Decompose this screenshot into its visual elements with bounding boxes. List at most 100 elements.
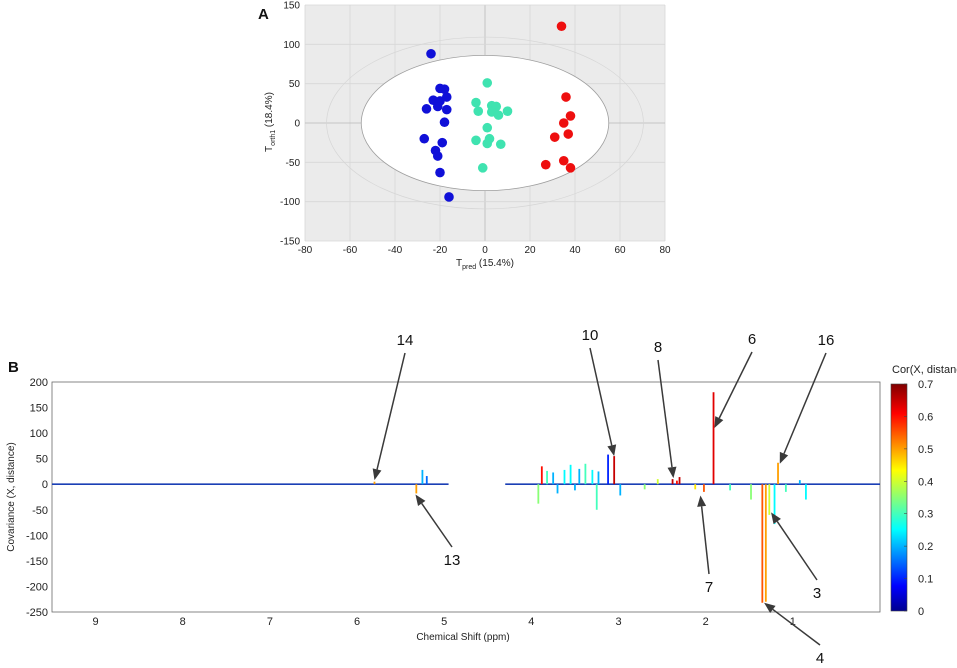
scatter-point-group-1	[441, 104, 452, 115]
annotation-arrow-line	[776, 521, 818, 581]
colorbar-tick-label: 0.1	[918, 574, 933, 586]
scatter-point-group-1	[444, 192, 454, 202]
x-tick-label-a: 60	[614, 245, 626, 256]
plot-b-frame	[51, 381, 881, 613]
y-tick-label-a: 150	[283, 1, 300, 12]
annotation-label: 4	[816, 650, 824, 667]
colorbar-tick-label: 0.5	[918, 444, 933, 456]
spectrum-peaks	[373, 392, 807, 603]
scatter-point-group-3	[540, 159, 551, 170]
scatter-point-group-3	[549, 132, 560, 142]
scatter-points	[419, 21, 576, 202]
annotation-arrow-head	[607, 444, 617, 457]
annotation-arrow-line	[589, 347, 613, 446]
x-tick-label-a: 20	[524, 245, 536, 256]
annotation-arrow-line	[772, 608, 821, 646]
y-tick-label-b: 100	[30, 428, 48, 440]
x-tick-label-b: 1	[790, 616, 796, 628]
annotation-label: 10	[582, 327, 599, 344]
y-tick-label-b: 200	[30, 377, 48, 389]
x-tick-label-b: 7	[267, 616, 273, 628]
y-tick-label-b: 50	[36, 454, 48, 466]
annotation-arrow-line	[700, 506, 710, 575]
colorbar-gradient	[890, 383, 908, 612]
scatter-point-group-1	[432, 101, 443, 112]
y-tick-label-a: -100	[280, 197, 300, 208]
annotation-arrow-head	[372, 468, 382, 481]
scatter-point-group-2	[473, 106, 484, 116]
panel-a-scatter-plot: A -80 -60 -40 -20 0 20 40 60 80 -150 -100 -50 0 50 100…	[258, 1, 671, 272]
y-tick-label-a: 50	[289, 79, 301, 90]
colorbar-tick-label: 0	[918, 606, 924, 618]
x-tick-label-a: 0	[482, 245, 488, 256]
panel-a-label: A	[258, 6, 269, 23]
scatter-point-group-1	[439, 117, 450, 128]
scatter-point-group-2	[502, 106, 513, 116]
annotation-arrow-line	[783, 352, 827, 454]
scatter-point-group-2	[482, 138, 493, 149]
annotation-label: 13	[444, 552, 461, 569]
colorbar-tick-label: 0.6	[918, 411, 933, 423]
y-tick-label-b: 0	[42, 479, 48, 491]
y-tick-label-a: -150	[280, 237, 300, 248]
annotation-arrow-line	[376, 352, 406, 470]
scatter-point-group-2	[495, 139, 506, 150]
y-tick-label-b: -50	[32, 505, 48, 517]
colorbar: Cor(X, distance) 0 0.1 0.2 0.3 0.4 0.5 0.6 0.7	[890, 364, 957, 618]
x-tick-label-b: 8	[180, 616, 186, 628]
x-tick-label-b: 5	[441, 616, 447, 628]
annotation-label: 8	[654, 339, 662, 356]
y-tick-label-b: -100	[26, 530, 48, 542]
scatter-point-group-3	[563, 129, 574, 139]
scatter-point-group-1	[432, 151, 443, 161]
scatter-point-group-1	[435, 167, 445, 178]
scatter-point-group-3	[565, 163, 576, 173]
scatter-point-group-3	[565, 111, 576, 121]
x-tick-label-b: 2	[703, 616, 709, 628]
colorbar-tick-label: 0.3	[918, 509, 933, 521]
y-tick-label-a: 0	[294, 119, 300, 130]
scatter-point-group-3	[556, 21, 567, 32]
plot-a-tick-labels: -80 -60 -40 -20 0 20 40 60 80 -150 -100 -50 0 50 100 15…	[280, 1, 671, 257]
y-tick-label-b: 150	[30, 403, 48, 415]
x-tick-label-b: 6	[354, 616, 360, 628]
scatter-point-group-2	[471, 135, 481, 146]
annotation-label: 16	[818, 332, 835, 349]
scatter-point-group-2	[482, 122, 493, 133]
colorbar-tick-label: 0.4	[918, 476, 933, 488]
annotation-label: 3	[813, 585, 821, 602]
x-tick-label-a: -20	[433, 245, 448, 256]
annotation-arrow-head	[415, 494, 426, 507]
confidence-ellipse	[360, 54, 610, 192]
panel-b-label: B	[8, 359, 19, 376]
scatter-point-group-2	[482, 78, 493, 88]
annotation-label: 7	[705, 579, 713, 596]
annotation-label: 14	[397, 332, 414, 349]
x-tick-label-b: 3	[615, 616, 621, 628]
annotation-arrow-head	[764, 602, 776, 614]
annotation-arrow-head	[771, 512, 781, 524]
x-tick-label-a: -40	[388, 245, 403, 256]
y-tick-label-a: 100	[283, 40, 300, 51]
x-tick-label-a: -80	[298, 245, 313, 256]
plot-b-tick-labels: 9 8 7 6 5 4 3 2 1 -250 -200 -150 -100 -50 0 50 100 150 200	[26, 377, 796, 628]
y-tick-label-b: -250	[26, 607, 48, 619]
annotation-arrow-line	[718, 351, 753, 419]
y-axis-label-a: Torth1 (18.4%)	[264, 92, 277, 152]
scatter-point-group-3	[558, 118, 569, 128]
scatter-point-group-1	[426, 48, 436, 59]
colorbar-tick-label: 0.2	[918, 541, 933, 553]
y-tick-label-a: -50	[286, 158, 301, 169]
x-axis-label-a: Tpred (15.4%)	[456, 258, 514, 271]
colorbar-tick-labels: 0 0.1 0.2 0.3 0.4 0.5 0.6 0.7	[904, 379, 933, 618]
scatter-point-group-2	[493, 110, 504, 120]
x-tick-label-a: -60	[343, 245, 358, 256]
x-axis-label-b: Chemical Shift (ppm)	[416, 632, 509, 643]
scatter-point-group-1	[439, 84, 450, 94]
annotation-label: 6	[748, 331, 756, 348]
y-tick-label-b: -150	[26, 556, 48, 568]
y-axis-label-b: Covariance (X, distance)	[6, 442, 17, 552]
scatter-point-group-1	[437, 137, 448, 148]
scatter-point-group-2	[471, 97, 481, 108]
